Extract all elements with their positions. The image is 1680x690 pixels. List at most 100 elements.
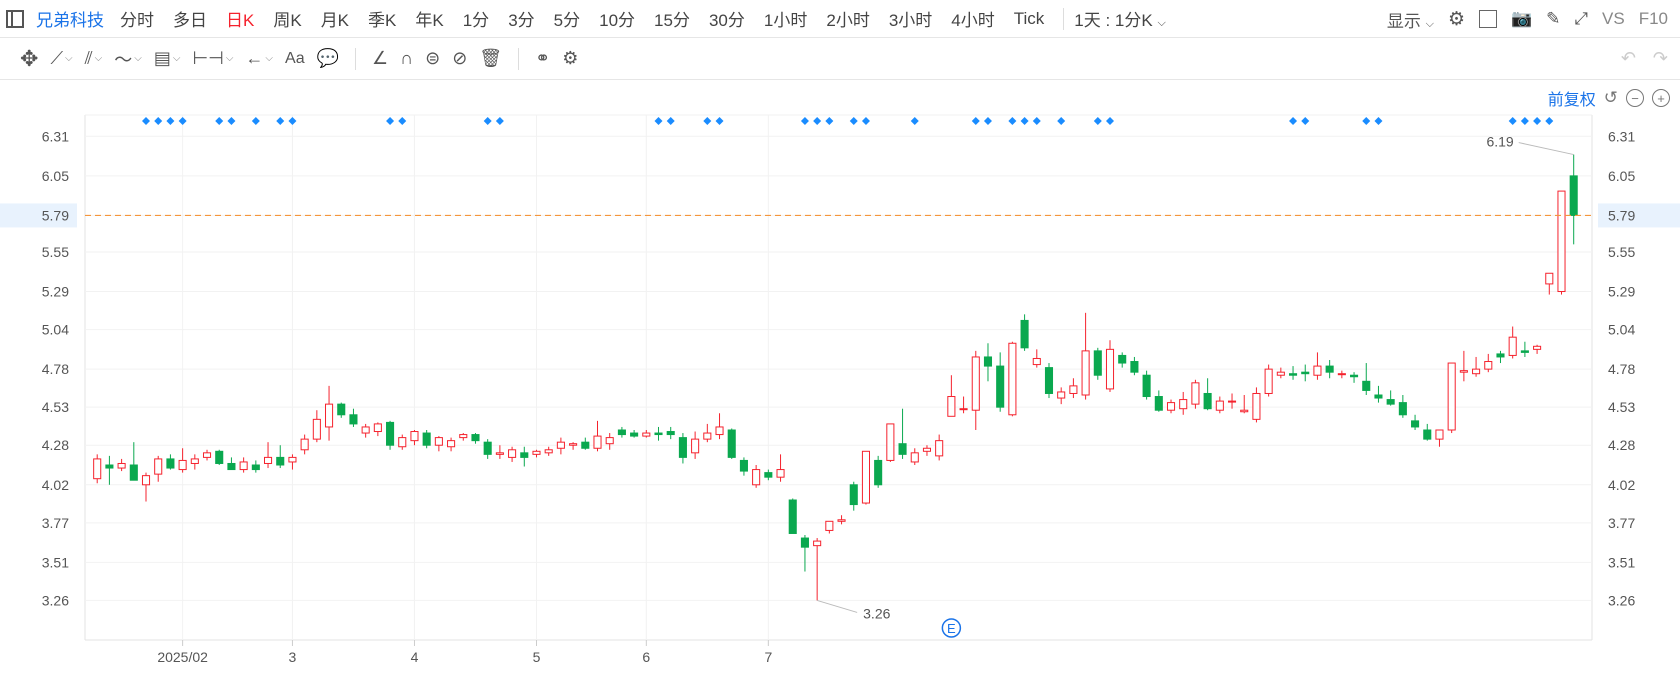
candle-body xyxy=(617,429,626,436)
channel-icon[interactable]: ⫽ ⌵ xyxy=(84,48,103,68)
candle-body xyxy=(1227,400,1237,403)
period-tab-4[interactable]: 月K xyxy=(320,11,350,30)
candle-body xyxy=(373,423,382,433)
candle-body xyxy=(1057,391,1066,399)
candle-body xyxy=(166,458,175,469)
pencil-icon[interactable]: ✎ xyxy=(1546,9,1561,28)
candle-body xyxy=(300,438,309,451)
event-marker-dot xyxy=(227,117,236,125)
candle-body xyxy=(1447,362,1456,431)
redo-icon[interactable]: ↷ xyxy=(1652,48,1668,68)
high-annotation-label: 6.19 xyxy=(1486,134,1513,150)
vs-button[interactable]: VS xyxy=(1602,9,1625,28)
event-marker-dot xyxy=(178,117,187,125)
lock-icon[interactable]: ⊜ xyxy=(425,48,441,68)
y-tick-left: 3.26 xyxy=(42,592,69,608)
period-tab-11[interactable]: 15分 xyxy=(654,11,690,30)
settings-icon[interactable]: ⚙ xyxy=(1447,8,1465,30)
text-icon[interactable]: Aa xyxy=(285,49,305,67)
trash-icon[interactable]: 🗑 xyxy=(479,48,503,68)
candle-body xyxy=(1508,336,1517,356)
candle-body xyxy=(1276,371,1285,376)
divider xyxy=(1063,7,1065,30)
period-tab-6[interactable]: 年K xyxy=(415,11,444,30)
event-marker-dot xyxy=(1362,117,1371,125)
y-tick-left: 5.04 xyxy=(42,322,69,338)
period-tab-8[interactable]: 3分 xyxy=(508,11,535,30)
overlay-box-icon[interactable] xyxy=(1478,10,1497,28)
period-tab-14[interactable]: 2小时 xyxy=(826,11,870,30)
symbol-name[interactable]: 兄弟科技 xyxy=(36,11,104,30)
y-tick-left: 4.28 xyxy=(42,437,69,453)
event-marker-dot xyxy=(1374,117,1383,125)
line-tool-icon[interactable]: ⟋ ⌵ xyxy=(50,48,73,68)
period-tab-0[interactable]: 分时 xyxy=(120,11,154,30)
event-marker-dot xyxy=(1289,117,1298,125)
crosshair-icon[interactable]: ✥ xyxy=(20,45,39,71)
period-tab-15[interactable]: 3小时 xyxy=(888,11,933,30)
panel-icon[interactable] xyxy=(6,9,24,28)
candle-body xyxy=(1044,367,1054,394)
candle-body xyxy=(337,403,346,416)
x-tick-label: 5 xyxy=(533,649,541,665)
fib-icon[interactable]: ▤ ⌵ xyxy=(153,48,181,68)
candle-body xyxy=(1032,357,1041,366)
zoom-in-icon[interactable]: + xyxy=(1652,89,1670,107)
x-tick-label: 7 xyxy=(764,649,772,665)
camera-icon[interactable]: 📷 xyxy=(1510,9,1533,28)
y-tick-left: 5.29 xyxy=(42,284,69,300)
y-tick-left: 3.51 xyxy=(42,554,69,570)
wave-icon[interactable]: 〜 ⌵ xyxy=(114,49,142,70)
measure-icon[interactable]: ⊢⊣ ⌵ xyxy=(192,48,234,68)
event-marker-dot xyxy=(1520,117,1529,125)
hide-icon[interactable]: ⊘ xyxy=(452,48,468,68)
candle-body xyxy=(874,459,883,486)
multi-period-select[interactable]: 1天 : 1分K ⌵ xyxy=(1074,11,1166,30)
period-tab-13[interactable]: 1小时 xyxy=(763,11,808,30)
candle-body xyxy=(898,443,907,455)
period-tab-17[interactable]: Tick xyxy=(1013,8,1045,28)
period-tab-16[interactable]: 4小时 xyxy=(951,11,995,30)
event-marker-dot xyxy=(1508,117,1517,125)
candle-body xyxy=(386,421,395,446)
zoom-out-icon[interactable]: − xyxy=(1626,89,1644,107)
candle-body xyxy=(1008,342,1017,416)
arrow-icon[interactable]: ← ⌵ xyxy=(245,48,274,68)
candle-body xyxy=(1374,394,1383,399)
event-marker-dot xyxy=(495,117,504,125)
event-marker-dot xyxy=(800,117,809,125)
period-tab-2[interactable]: 日K xyxy=(226,11,255,30)
magnet-icon[interactable]: ∩ xyxy=(400,48,414,68)
settings-icon[interactable]: ⚙ xyxy=(562,48,579,68)
fullscreen-icon[interactable]: ⤢ xyxy=(1574,9,1589,28)
candle-body xyxy=(947,396,956,417)
display-dropdown[interactable]: 显示 ⌵ xyxy=(1386,11,1434,31)
f10-button[interactable]: F10 xyxy=(1638,9,1668,28)
candle-body xyxy=(227,462,236,471)
event-marker-dot xyxy=(849,117,858,125)
period-tab-7[interactable]: 1分 xyxy=(462,11,490,30)
candle-body xyxy=(117,462,126,469)
candle-body xyxy=(1252,392,1261,420)
x-tick-label: 4 xyxy=(411,649,419,665)
angle-icon[interactable]: ∠ xyxy=(372,48,389,68)
y-tick-right: 3.26 xyxy=(1608,592,1635,608)
period-tab-1[interactable]: 多日 xyxy=(173,11,207,30)
reset-icon[interactable]: ↺ xyxy=(1603,88,1618,107)
candle-body xyxy=(1142,374,1151,398)
overlay-icon[interactable]: ⚭ xyxy=(535,48,551,68)
period-tab-10[interactable]: 10分 xyxy=(599,11,636,30)
period-tab-9[interactable]: 5分 xyxy=(553,11,581,30)
undo-icon[interactable]: ↶ xyxy=(1620,48,1636,68)
candle-body xyxy=(630,432,639,437)
candle-body xyxy=(398,437,407,448)
comment-icon[interactable]: 💬 xyxy=(316,48,340,68)
candle-body xyxy=(459,434,468,439)
period-tab-12[interactable]: 30分 xyxy=(708,11,745,30)
adjust-mode-button[interactable]: 前复权 xyxy=(1547,92,1596,109)
period-tab-5[interactable]: 季K xyxy=(368,11,397,30)
event-marker-dot xyxy=(825,117,834,125)
event-marker-dot xyxy=(288,117,297,125)
period-tab-3[interactable]: 周K xyxy=(273,11,302,30)
